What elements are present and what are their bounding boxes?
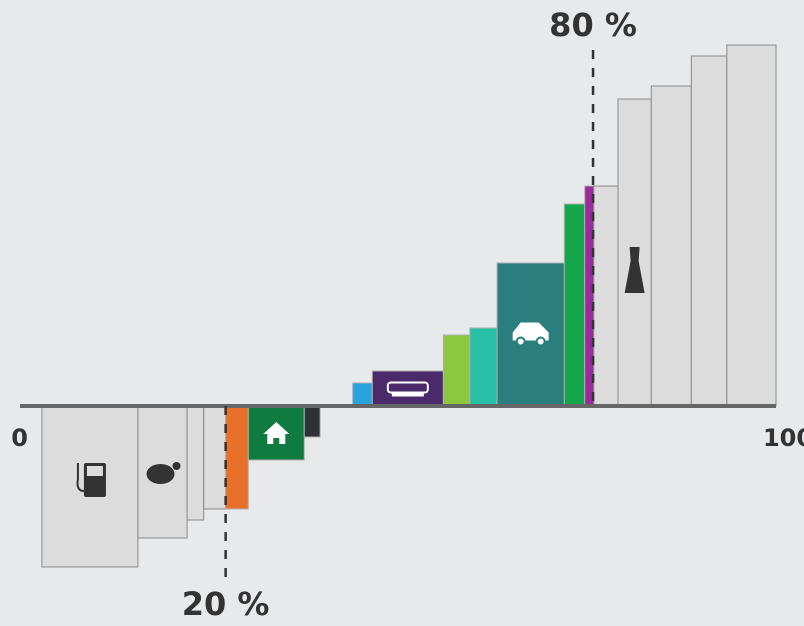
bar-icon [624, 247, 645, 293]
bar-icon [76, 463, 106, 497]
x-tick-label: 0 [11, 424, 28, 452]
icon [515, 336, 526, 347]
bar [563, 203, 586, 407]
x-tick-label: 100 [763, 424, 804, 452]
bar [303, 405, 321, 438]
icon [624, 247, 645, 293]
bar [203, 405, 227, 510]
bar [442, 334, 471, 407]
icon [535, 336, 546, 347]
bar [371, 370, 444, 407]
icon [391, 392, 424, 397]
icon [76, 463, 85, 492]
icon [146, 464, 175, 484]
icon [512, 322, 549, 341]
icon [263, 422, 290, 444]
bar [469, 327, 498, 407]
icon [172, 462, 181, 470]
annotation-label: 20 % [182, 585, 270, 623]
icon [86, 466, 103, 476]
bar [593, 185, 619, 407]
bar [650, 85, 692, 407]
bar-icon [386, 381, 429, 397]
bar [726, 44, 777, 407]
bar [186, 405, 205, 521]
bar [690, 55, 728, 407]
bar [225, 405, 249, 510]
bar-icon [146, 462, 181, 484]
bar [352, 382, 373, 407]
bar-icon [512, 322, 549, 347]
bar-icon [263, 422, 290, 444]
annotation-label: 80 % [549, 6, 637, 44]
